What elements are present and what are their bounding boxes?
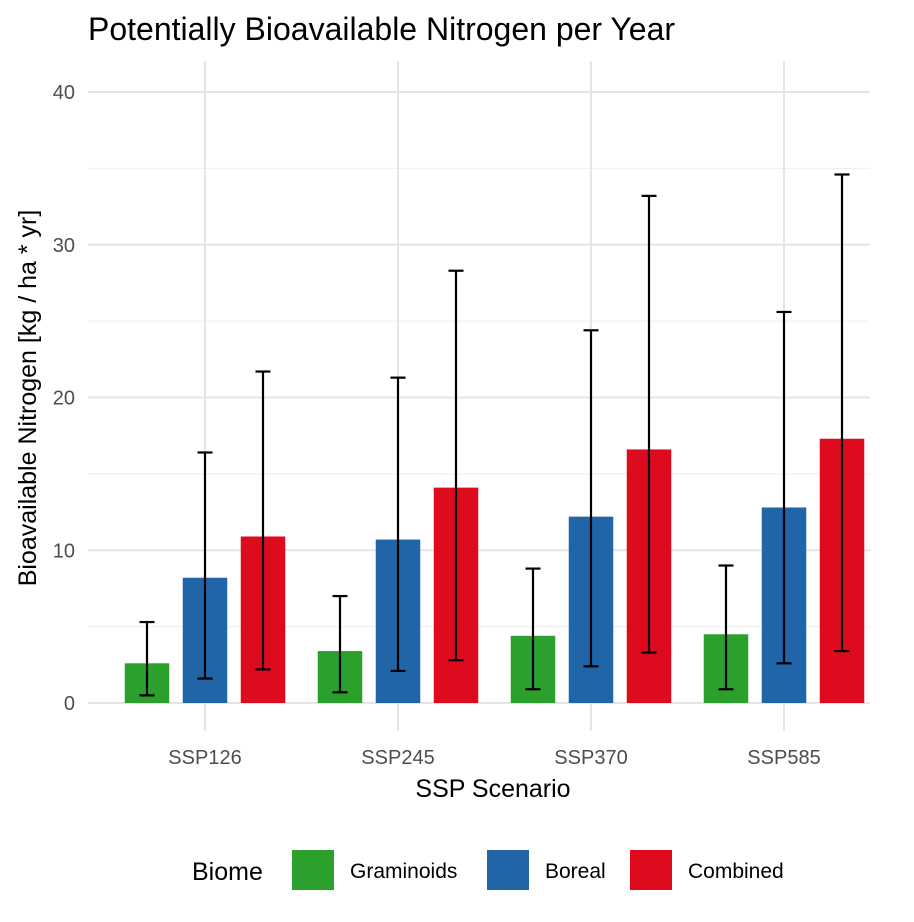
x-tick-label: SSP585	[747, 747, 820, 769]
error-bar-graminoids-ssp370	[525, 567, 541, 691]
legend-title: Biome	[192, 858, 263, 886]
error-bar-graminoids-ssp126	[139, 620, 155, 697]
y-tick-label: 40	[53, 82, 75, 104]
x-tick-label: SSP245	[361, 747, 434, 769]
x-axis-label: SSP Scenario	[415, 775, 570, 803]
x-tick-label: SSP126	[168, 747, 241, 769]
legend-label-combined: Combined	[688, 860, 784, 883]
error-bar-boreal-ssp126	[197, 451, 213, 680]
error-bar-graminoids-ssp585	[718, 564, 734, 691]
y-tick-label: 20	[53, 388, 75, 410]
y-tick-label: 0	[64, 693, 75, 715]
bars	[124, 438, 865, 703]
legend-key-graminoids	[292, 850, 334, 890]
x-axis-ticks: SSP126 SSP245 SSP370 SSP585	[168, 747, 820, 769]
error-bar-boreal-ssp370	[583, 329, 599, 668]
legend-key-boreal	[487, 850, 529, 890]
legend-key-combined	[630, 850, 672, 890]
error-bars	[139, 173, 850, 697]
error-bar-combined-ssp585	[834, 173, 850, 653]
legend-label-boreal: Boreal	[545, 860, 606, 883]
y-tick-label: 10	[53, 540, 75, 562]
error-bar-combined-ssp245	[448, 269, 464, 662]
error-bar-boreal-ssp585	[776, 310, 792, 665]
y-axis-label: Bioavailable Nitrogen [kg / ha * yr]	[14, 210, 42, 587]
legend: Biome Graminoids Boreal Combined	[192, 850, 784, 890]
x-tick-label: SSP370	[554, 747, 627, 769]
y-axis-ticks: 0 10 20 30 40	[53, 82, 75, 715]
chart-title: Potentially Bioavailable Nitrogen per Ye…	[88, 11, 675, 47]
error-bar-combined-ssp126	[255, 370, 271, 671]
error-bar-combined-ssp370	[641, 194, 657, 654]
error-bar-graminoids-ssp245	[332, 594, 348, 694]
legend-label-graminoids: Graminoids	[350, 860, 457, 883]
y-tick-label: 30	[53, 235, 75, 257]
error-bar-boreal-ssp245	[390, 376, 406, 673]
